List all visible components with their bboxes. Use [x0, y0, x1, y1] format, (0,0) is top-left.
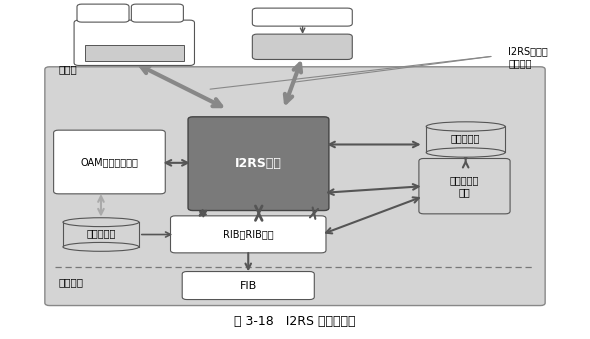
Text: RIB与RIB管理: RIB与RIB管理	[223, 230, 274, 239]
FancyBboxPatch shape	[419, 159, 510, 214]
Bar	[63, 222, 139, 247]
Ellipse shape	[63, 242, 139, 251]
Text: FIB: FIB	[240, 281, 257, 291]
FancyBboxPatch shape	[253, 8, 352, 26]
Text: I2RS客户端: I2RS客户端	[114, 48, 154, 58]
Text: I2RS客户端: I2RS客户端	[283, 42, 322, 52]
Text: 应用: 应用	[152, 8, 163, 18]
FancyBboxPatch shape	[253, 34, 352, 59]
Text: 图 3-18   I2RS 的系统原理: 图 3-18 I2RS 的系统原理	[234, 315, 356, 328]
FancyBboxPatch shape	[54, 130, 165, 194]
Text: I2RS代理: I2RS代理	[235, 157, 282, 170]
Text: 应用: 应用	[296, 12, 308, 22]
FancyBboxPatch shape	[182, 272, 314, 300]
Bar	[426, 126, 505, 153]
FancyBboxPatch shape	[45, 67, 545, 305]
Text: I2RS协议和
数据编码: I2RS协议和 数据编码	[509, 46, 548, 68]
Ellipse shape	[426, 122, 505, 131]
Text: 应用: 应用	[97, 8, 109, 18]
Text: 路由器: 路由器	[58, 64, 77, 75]
FancyBboxPatch shape	[84, 45, 184, 61]
Ellipse shape	[426, 148, 505, 157]
FancyBboxPatch shape	[188, 117, 329, 211]
Text: 策略数据库: 策略数据库	[86, 228, 116, 238]
FancyBboxPatch shape	[74, 20, 195, 65]
Ellipse shape	[63, 218, 139, 226]
FancyBboxPatch shape	[132, 4, 183, 22]
Text: 拓扑数据库: 拓扑数据库	[451, 133, 480, 143]
FancyBboxPatch shape	[171, 216, 326, 253]
Text: OAM、事件、测量: OAM、事件、测量	[80, 157, 139, 167]
Text: 服务器: 服务器	[126, 33, 143, 42]
FancyBboxPatch shape	[77, 4, 129, 22]
Text: 数据平面: 数据平面	[58, 277, 83, 287]
Text: 路由和信令
协议: 路由和信令 协议	[450, 175, 479, 197]
